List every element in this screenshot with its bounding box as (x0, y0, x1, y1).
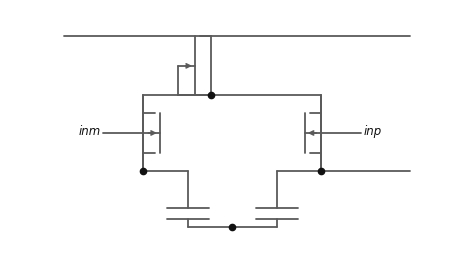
Text: inm: inm (79, 125, 101, 138)
Text: inp: inp (364, 125, 382, 138)
